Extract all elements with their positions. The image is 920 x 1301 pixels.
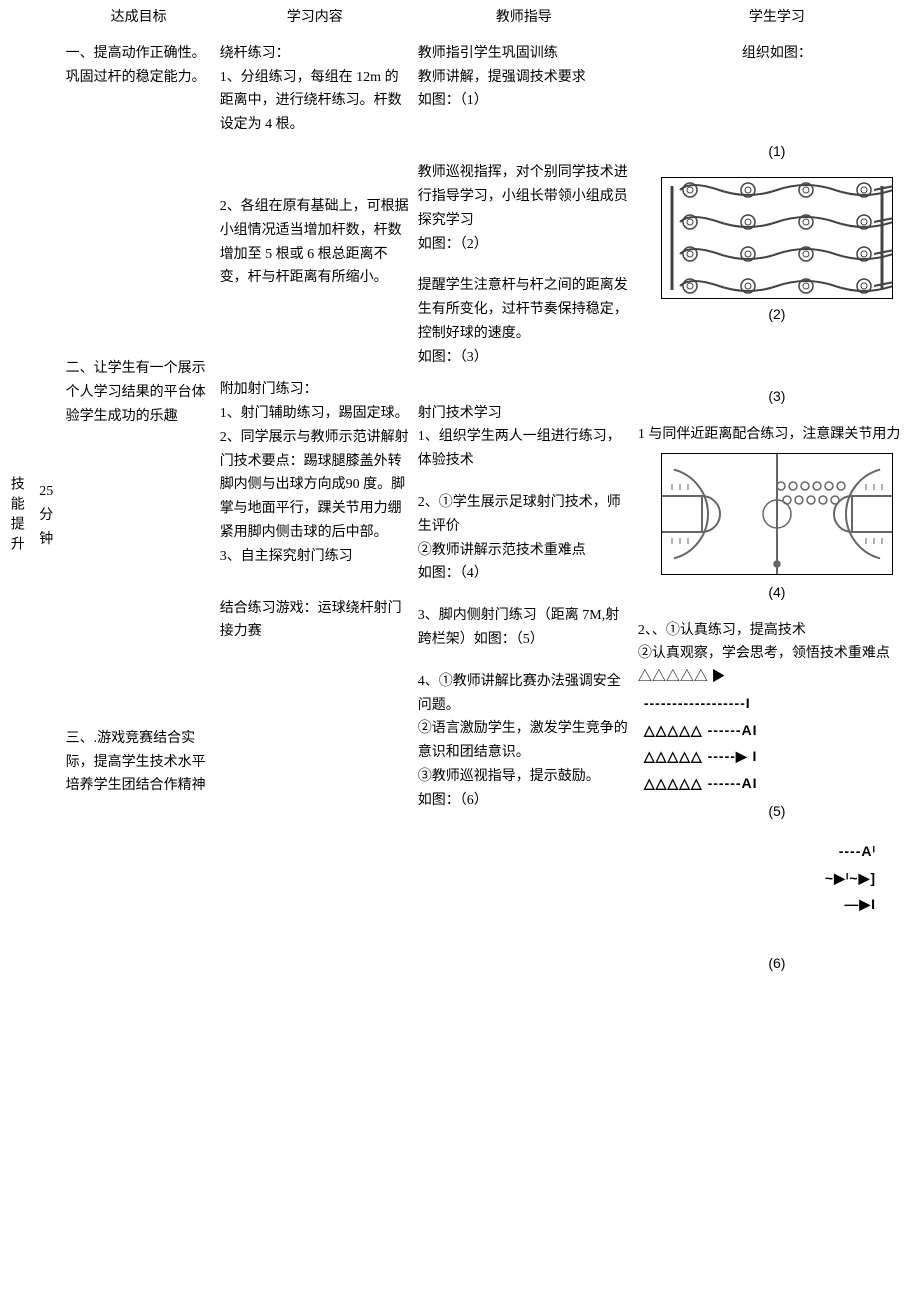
t4-3: 3、脚内侧射门练习（距离 7M,射跨栏架）如图：（5） [418, 604, 630, 652]
t3a: 提醒学生注意杆与杆之间的距离发生有所变化，过杆节奏保持稳定，控制好球的速度。 [418, 274, 630, 345]
relay-lines: ----Aᴵ ~▶ᴵ~▶] —▶I [644, 838, 916, 918]
t1a: 教师指引学生巩固训练 [418, 42, 630, 66]
t5-3: ③教师巡视指导，提示鼓励。 [418, 765, 630, 789]
line4: △△△△△ ------AI [644, 770, 916, 797]
teach-cell: 教师指引学生巩固训练 教师讲解，提强调技术要求 如图：（1） 教师巡视指挥，对个… [414, 36, 634, 996]
header-student: 学生学习 [634, 0, 920, 36]
goal-2: 二、让学生有一个展示个人学习结果的平台体验学生成功的乐趣 [66, 357, 212, 428]
rl2: ~▶ᴵ~▶] [644, 865, 876, 892]
line1: ------------------I [644, 690, 916, 717]
fig1-label: (1) [638, 140, 916, 164]
t4-2b: ②教师讲解示范技术重难点 [418, 539, 630, 563]
c2-2: 2、同学展示与教师示范讲解射门技术要点：踢球腿膝盖外转脚内侧与出球方向成90 度… [220, 426, 410, 545]
goal-1: 一、提高动作正确性。巩固过杆的稳定能力。 [66, 42, 212, 90]
court-svg [662, 454, 892, 574]
c1-title: 绕杆练习： [220, 42, 410, 66]
c2-3: 3、自主探究射门练习 [220, 545, 410, 569]
t4-2a: 2、①学生展示足球射门技术，师生评价 [418, 491, 630, 539]
c1-2: 2、各组在原有基础上，可根据小组情况适当增加杆数，杆数增加至 5 根或 6 根总… [220, 195, 410, 290]
s3: 1 与同伴近距离配合练习，注意踝关节用力 [638, 423, 916, 447]
c3-title: 结合练习游戏：运球绕杆射门接力赛 [220, 597, 410, 645]
t5-2: ②语言激励学生，激发学生竞争的意识和团结意识。 [418, 717, 630, 765]
t1b: 教师讲解，提强调技术要求 [418, 66, 630, 90]
phase-cell: 技能提升 [0, 36, 31, 996]
line3: △△△△△ -----▶ I [644, 743, 916, 770]
phase-label: 技能提升 [4, 476, 28, 556]
student-cell: 组织如图： (1) (2) (3) 1 与同伴近距离配合练习，注意踝关节用力 (… [634, 36, 920, 996]
time-label: 25分钟 [35, 480, 58, 551]
header-teach: 教师指导 [414, 0, 634, 36]
t2b: 如图：（2） [418, 233, 630, 257]
c2-1: 1、射门辅助练习，踢固定球。 [220, 402, 410, 426]
rl1: ----Aᴵ [644, 838, 876, 865]
header-row: 达成目标 学习内容 教师指导 学生学习 [0, 0, 920, 36]
t2a: 教师巡视指挥，对个别同学技术进行指导学习，小组长带领小组成员探究学习 [418, 161, 630, 232]
content-cell: 绕杆练习： 1、分组练习，每组在 12m 的距离中，进行绕杆练习。杆数设定为 4… [216, 36, 414, 996]
s4a: 2、、①认真练习，提高技术 [638, 619, 916, 643]
body-row: 技能提升 25分钟 一、提高动作正确性。巩固过杆的稳定能力。 二、让学生有一个展… [0, 36, 920, 996]
header-goal: 达成目标 [62, 0, 216, 36]
fig2-label: (2) [638, 303, 916, 327]
t4-2c: 如图：（4） [418, 562, 630, 586]
c2-title: 附加射门练习： [220, 378, 410, 402]
goals-cell: 一、提高动作正确性。巩固过杆的稳定能力。 二、让学生有一个展示个人学习结果的平台… [62, 36, 216, 996]
t5-4: 如图：（6） [418, 789, 630, 813]
fig5-label: (5) [638, 800, 916, 824]
t4-1: 1、组织学生两人一组进行练习，体验技术 [418, 425, 630, 473]
s-top: 组织如图： [638, 42, 916, 66]
fig4-label: (4) [638, 581, 916, 605]
t5-1: 4、①教师讲解比赛办法强调安全问题。 [418, 670, 630, 718]
shoot-lines: ------------------I △△△△△ ------AI △△△△△… [644, 690, 916, 796]
t4-title: 射门技术学习 [418, 402, 630, 426]
s4b: ②认真观察，学会思考，领悟技术重难点 △△△△△ ▶ [638, 642, 916, 690]
rl3: —▶I [644, 891, 876, 918]
t3b: 如图：（3） [418, 346, 630, 370]
fig3-label: (3) [638, 385, 916, 409]
court-diagram [661, 453, 893, 575]
c1-1: 1、分组练习，每组在 12m 的距离中，进行绕杆练习。杆数设定为 4 根。 [220, 66, 410, 137]
time-cell: 25分钟 [31, 36, 62, 996]
t1c: 如图：（1） [418, 89, 630, 113]
lesson-plan-table: 达成目标 学习内容 教师指导 学生学习 技能提升 25分钟 一、提高动作正确性。… [0, 0, 920, 996]
line2: △△△△△ ------AI [644, 717, 916, 744]
header-content: 学习内容 [216, 0, 414, 36]
drill-svg [662, 178, 892, 298]
goal-3: 三、.游戏竞赛结合实际，提高学生技术水平培养学生团结合作精神 [66, 727, 212, 798]
fig6-label: (6) [638, 952, 916, 976]
drill-diagram [661, 177, 893, 299]
